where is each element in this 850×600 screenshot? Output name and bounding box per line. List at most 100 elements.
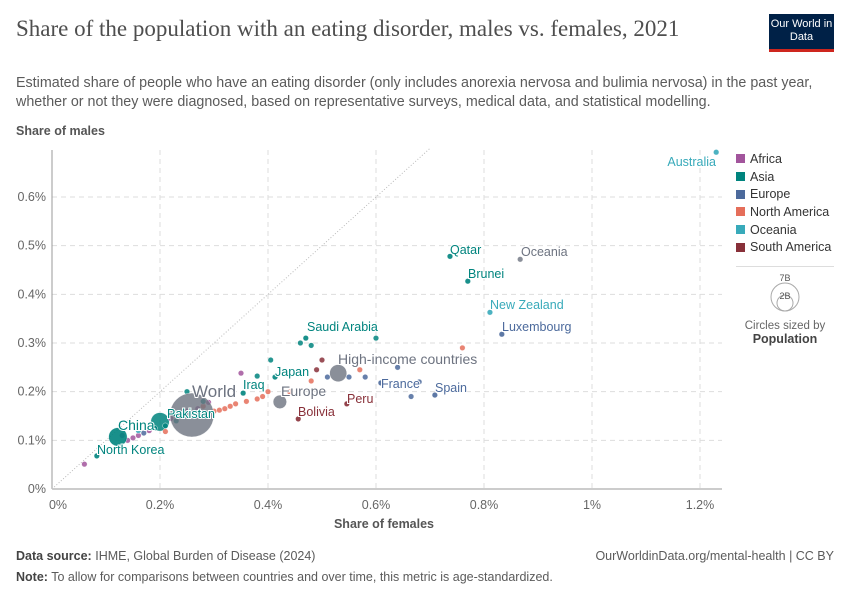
data-point bbox=[265, 388, 272, 395]
data-point bbox=[302, 335, 309, 342]
data-source: Data source: IHME, Global Burden of Dise… bbox=[16, 549, 316, 563]
point-label: Brunei bbox=[468, 267, 504, 281]
legend-swatch bbox=[736, 189, 745, 199]
y-tick-label: 0.3% bbox=[18, 336, 47, 350]
data-point bbox=[408, 393, 415, 400]
point-label: Luxembourg bbox=[502, 320, 572, 334]
data-point bbox=[108, 427, 128, 447]
point-label: Pakistan bbox=[167, 407, 215, 421]
data-point bbox=[517, 256, 524, 263]
data-point bbox=[93, 452, 100, 459]
data-point bbox=[272, 394, 287, 409]
data-point bbox=[135, 427, 142, 434]
y-tick-label: 0.2% bbox=[18, 385, 47, 399]
legend-swatch bbox=[736, 154, 745, 164]
data-point bbox=[713, 149, 720, 156]
legend-label: South America bbox=[750, 240, 832, 255]
data-point bbox=[162, 428, 169, 435]
legend-item[interactable]: North America bbox=[736, 203, 831, 221]
data-point bbox=[259, 393, 266, 400]
x-axis-label: Share of females bbox=[334, 517, 434, 531]
source-url[interactable]: OurWorldinData.org/mental-health | CC BY bbox=[595, 549, 834, 563]
data-point bbox=[129, 434, 136, 441]
data-point bbox=[254, 373, 261, 380]
data-point bbox=[362, 374, 369, 381]
legend-item[interactable]: Africa bbox=[736, 150, 831, 168]
data-point bbox=[81, 461, 88, 468]
data-point bbox=[254, 395, 261, 402]
data-point bbox=[297, 340, 304, 347]
data-point bbox=[151, 425, 158, 432]
point-label: New Zealand bbox=[490, 298, 564, 312]
legend-swatch bbox=[736, 225, 745, 235]
color-legend: Africa Asia Europe North America Oceania Sout… bbox=[736, 150, 831, 256]
data-point bbox=[498, 331, 505, 338]
point-label: High-income countries bbox=[338, 351, 477, 367]
point-label: North Korea bbox=[97, 443, 164, 457]
chart-subtitle: Estimated share of people who have an ea… bbox=[16, 75, 813, 110]
legend-swatch bbox=[736, 172, 745, 182]
note: Note: To allow for comparisons between c… bbox=[16, 570, 553, 584]
y-tick-label: 0% bbox=[28, 482, 46, 496]
data-point bbox=[464, 278, 471, 285]
data-point bbox=[486, 309, 493, 316]
y-tick-label: 0.5% bbox=[18, 239, 47, 253]
x-tick-label: 0.6% bbox=[362, 498, 391, 512]
size-legend-big: 7B bbox=[779, 273, 790, 283]
data-point bbox=[286, 388, 293, 395]
point-label: Australia bbox=[667, 155, 716, 169]
point-label: China bbox=[118, 417, 155, 433]
legend-item[interactable]: Asia bbox=[736, 168, 831, 186]
data-point bbox=[162, 422, 169, 429]
legend-label: North America bbox=[750, 204, 830, 219]
data-point bbox=[343, 400, 350, 407]
legend-label: Oceania bbox=[750, 222, 797, 237]
x-tick-label: 0.8% bbox=[470, 498, 499, 512]
legend-swatch bbox=[736, 242, 745, 252]
data-point bbox=[227, 403, 234, 410]
size-legend-caption: Circles sized by bbox=[744, 320, 826, 332]
point-label: Peru bbox=[347, 392, 373, 406]
data-point bbox=[416, 378, 423, 385]
data-point bbox=[308, 377, 315, 384]
legend-label: Africa bbox=[750, 151, 782, 166]
data-point bbox=[221, 405, 228, 412]
x-tick-label: 0% bbox=[49, 498, 67, 512]
point-label: Oceania bbox=[521, 245, 568, 259]
data-point bbox=[313, 366, 320, 373]
point-label: Japan bbox=[275, 365, 309, 379]
data-point bbox=[240, 390, 247, 397]
legend-item[interactable]: Europe bbox=[736, 185, 831, 203]
legend-swatch bbox=[736, 207, 745, 217]
data-point bbox=[146, 427, 153, 434]
data-point bbox=[329, 364, 347, 382]
point-label: Europe bbox=[281, 383, 326, 399]
data-point bbox=[324, 374, 331, 381]
point-label: Saudi Arabia bbox=[307, 320, 378, 334]
x-tick-label: 0.4% bbox=[254, 498, 283, 512]
y-axis-label: Share of males bbox=[16, 124, 105, 138]
data-point bbox=[140, 430, 147, 437]
data-point bbox=[459, 344, 466, 351]
x-tick-label: 1.2% bbox=[686, 498, 715, 512]
data-point bbox=[346, 374, 353, 381]
size-legend-small: 2B bbox=[779, 291, 790, 301]
data-point bbox=[232, 400, 239, 407]
data-point bbox=[216, 407, 223, 414]
legend-label: Asia bbox=[750, 169, 775, 184]
legend-item[interactable]: South America bbox=[736, 238, 831, 256]
owid-logo[interactable]: Our World in Data bbox=[769, 14, 834, 52]
point-label: Bolivia bbox=[298, 405, 335, 419]
data-point bbox=[446, 253, 453, 260]
y-tick-label: 0.1% bbox=[18, 433, 47, 447]
data-point bbox=[308, 342, 315, 349]
data-point bbox=[319, 357, 326, 364]
point-label: World bbox=[192, 382, 236, 401]
data-point bbox=[377, 379, 384, 386]
point-label: France bbox=[381, 377, 420, 391]
data-point bbox=[237, 370, 244, 377]
data-point bbox=[373, 335, 380, 342]
size-legend-circles: 7B 2B bbox=[770, 273, 800, 312]
point-label: Spain bbox=[435, 381, 467, 395]
legend-item[interactable]: Oceania bbox=[736, 221, 831, 239]
